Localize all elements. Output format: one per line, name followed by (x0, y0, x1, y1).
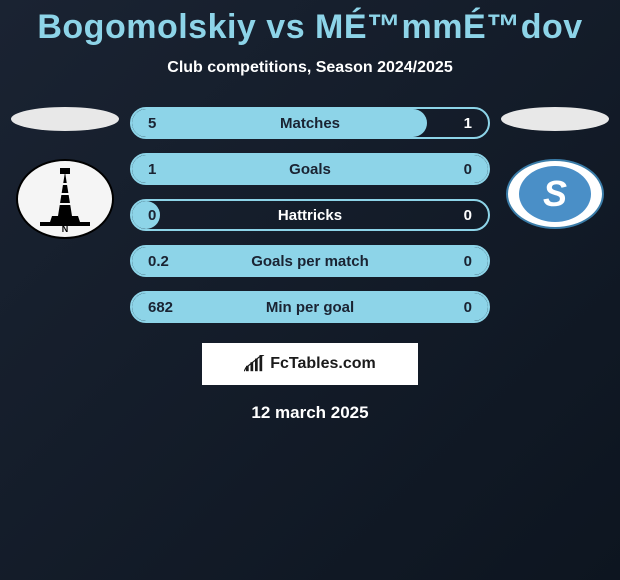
club-logo-left: N (16, 159, 114, 239)
page-title: Bogomolskiy vs MÉ™mmÉ™dov (0, 8, 620, 47)
svg-text:N: N (62, 224, 69, 234)
stat-left-value: 1 (132, 161, 212, 178)
player-right-oval (501, 107, 609, 131)
stat-right-value: 0 (408, 299, 488, 316)
date-text: 12 march 2025 (0, 403, 620, 423)
stat-right-value: 0 (408, 207, 488, 224)
stats-column: 5Matches11Goals00Hattricks00.2Goals per … (130, 107, 490, 323)
bar-chart-icon (244, 355, 266, 373)
oil-derrick-icon: N (30, 164, 100, 234)
stat-bar: 0.2Goals per match0 (130, 245, 490, 277)
right-column: S (500, 107, 610, 229)
brand-footer[interactable]: FcTables.com (202, 343, 418, 385)
stat-label: Goals per match (212, 253, 408, 270)
stat-right-value: 0 (408, 253, 488, 270)
stat-left-value: 0.2 (132, 253, 212, 270)
stat-bar: 0Hattricks0 (130, 199, 490, 231)
stat-bar: 682Min per goal0 (130, 291, 490, 323)
player-left-oval (11, 107, 119, 131)
subtitle: Club competitions, Season 2024/2025 (0, 59, 620, 77)
stat-label: Matches (212, 115, 408, 132)
stat-left-value: 682 (132, 299, 212, 316)
club-logo-right-letter: S (519, 166, 591, 222)
stat-left-value: 0 (132, 207, 212, 224)
stat-bar: 5Matches1 (130, 107, 490, 139)
stat-bar: 1Goals0 (130, 153, 490, 185)
brand-text: FcTables.com (270, 355, 376, 373)
stat-label: Min per goal (212, 299, 408, 316)
left-column: N (10, 107, 120, 239)
stat-right-value: 1 (408, 115, 488, 132)
stat-label: Goals (212, 161, 408, 178)
stat-left-value: 5 (132, 115, 212, 132)
stat-right-value: 0 (408, 161, 488, 178)
stat-label: Hattricks (212, 207, 408, 224)
club-logo-right: S (506, 159, 604, 229)
main-row: N 5Matches11Goals00Hattricks00.2Goals pe… (0, 107, 620, 323)
